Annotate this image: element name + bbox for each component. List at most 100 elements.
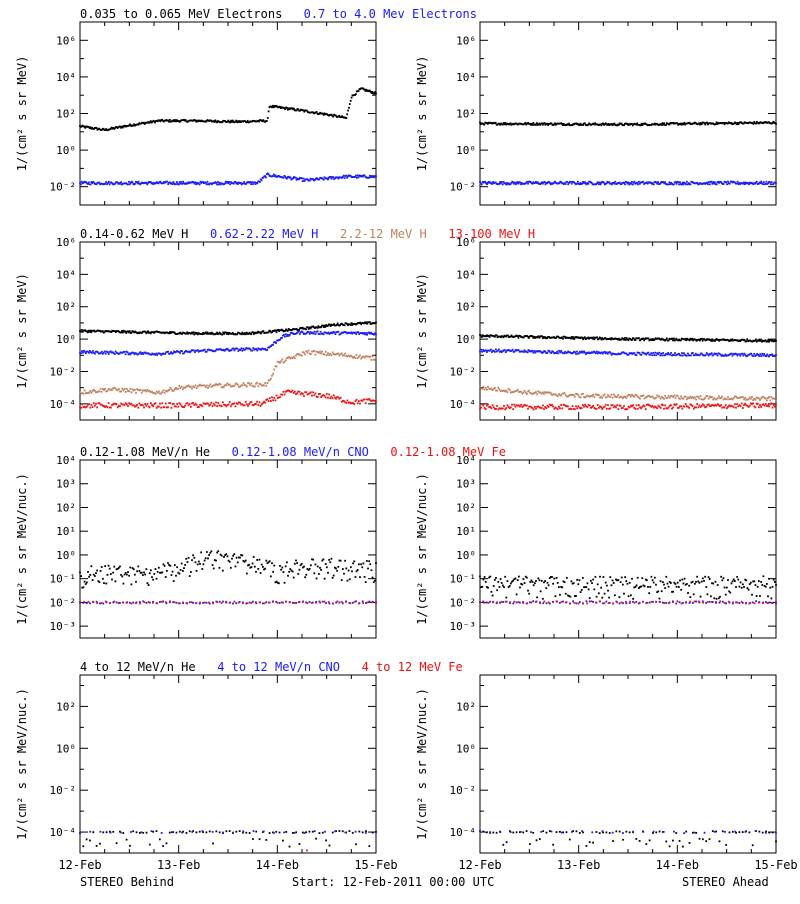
data-point bbox=[326, 566, 328, 568]
data-point bbox=[191, 559, 193, 561]
data-point bbox=[359, 355, 361, 357]
data-point bbox=[637, 183, 639, 185]
data-point bbox=[269, 379, 271, 381]
data-point bbox=[103, 582, 105, 584]
data-point bbox=[628, 339, 630, 341]
data-point bbox=[119, 405, 121, 407]
data-point bbox=[186, 832, 188, 834]
data-point bbox=[289, 334, 291, 336]
data-point bbox=[517, 335, 519, 337]
data-point bbox=[187, 402, 189, 404]
data-point bbox=[726, 183, 728, 185]
data-point bbox=[101, 391, 103, 393]
data-point bbox=[301, 355, 303, 357]
data-point bbox=[760, 355, 762, 357]
data-point bbox=[655, 584, 657, 586]
data-point bbox=[371, 601, 373, 603]
data-point bbox=[94, 405, 96, 407]
data-point bbox=[348, 830, 350, 832]
data-point bbox=[664, 602, 666, 604]
data-point bbox=[580, 397, 582, 399]
data-point bbox=[341, 579, 343, 581]
data-point bbox=[480, 407, 482, 409]
data-point bbox=[652, 579, 654, 581]
data-point bbox=[107, 406, 109, 408]
data-point bbox=[371, 359, 373, 361]
data-point bbox=[295, 831, 297, 833]
data-point bbox=[524, 390, 526, 392]
data-point bbox=[155, 402, 157, 404]
data-point bbox=[366, 334, 368, 336]
data-point bbox=[289, 846, 291, 848]
data-point bbox=[654, 577, 656, 579]
data-point bbox=[360, 563, 362, 565]
data-point bbox=[573, 602, 575, 604]
data-point bbox=[655, 601, 657, 603]
data-point bbox=[494, 351, 496, 353]
data-point bbox=[281, 601, 283, 603]
data-point bbox=[199, 563, 201, 565]
data-point bbox=[269, 397, 271, 399]
data-point bbox=[294, 563, 296, 565]
data-point bbox=[532, 600, 534, 602]
data-point bbox=[632, 404, 634, 406]
data-point bbox=[305, 574, 307, 576]
data-point bbox=[90, 330, 92, 332]
data-point bbox=[171, 388, 173, 390]
data-point bbox=[235, 831, 237, 833]
data-point bbox=[673, 183, 675, 185]
data-point bbox=[259, 559, 261, 561]
data-point bbox=[479, 181, 481, 183]
data-point bbox=[742, 355, 744, 357]
data-point bbox=[203, 563, 205, 565]
data-point bbox=[252, 347, 254, 349]
data-point bbox=[102, 831, 104, 833]
data-point bbox=[628, 354, 630, 356]
data-point bbox=[169, 119, 171, 121]
data-point bbox=[164, 392, 166, 394]
data-point bbox=[331, 178, 333, 180]
data-point bbox=[109, 568, 111, 570]
data-point bbox=[317, 566, 319, 568]
y-tick-label: 10⁴ bbox=[456, 71, 476, 84]
data-point bbox=[592, 394, 594, 396]
data-point bbox=[747, 587, 749, 589]
data-point bbox=[491, 183, 493, 185]
data-point bbox=[167, 351, 169, 353]
data-point bbox=[531, 124, 533, 126]
data-point bbox=[733, 397, 735, 399]
data-point bbox=[206, 351, 208, 353]
data-point bbox=[559, 407, 561, 409]
data-point bbox=[271, 562, 273, 564]
data-point bbox=[619, 182, 621, 184]
data-point bbox=[573, 336, 575, 338]
data-point bbox=[190, 571, 192, 573]
data-point bbox=[684, 406, 686, 408]
data-point bbox=[264, 382, 266, 384]
data-point bbox=[664, 587, 666, 589]
data-point bbox=[765, 183, 767, 185]
data-point bbox=[651, 601, 653, 603]
data-point bbox=[671, 338, 673, 340]
data-point bbox=[284, 108, 286, 110]
y-tick-label: 10⁻² bbox=[50, 784, 77, 797]
data-point bbox=[304, 354, 306, 356]
data-point bbox=[708, 398, 710, 400]
data-point bbox=[639, 398, 641, 400]
y-tick-label: 10² bbox=[56, 108, 76, 121]
data-point bbox=[758, 580, 760, 582]
y-tick-label: 10² bbox=[56, 700, 76, 713]
data-point bbox=[560, 404, 562, 406]
data-point bbox=[336, 324, 338, 326]
data-point bbox=[367, 568, 369, 570]
data-point bbox=[283, 571, 285, 573]
data-point bbox=[136, 404, 138, 406]
data-point bbox=[600, 587, 602, 589]
data-point bbox=[251, 383, 253, 385]
data-point bbox=[733, 579, 735, 581]
data-point bbox=[545, 183, 547, 185]
data-point bbox=[739, 602, 741, 604]
data-point bbox=[644, 585, 646, 587]
data-point bbox=[101, 602, 103, 604]
data-point bbox=[743, 182, 745, 184]
